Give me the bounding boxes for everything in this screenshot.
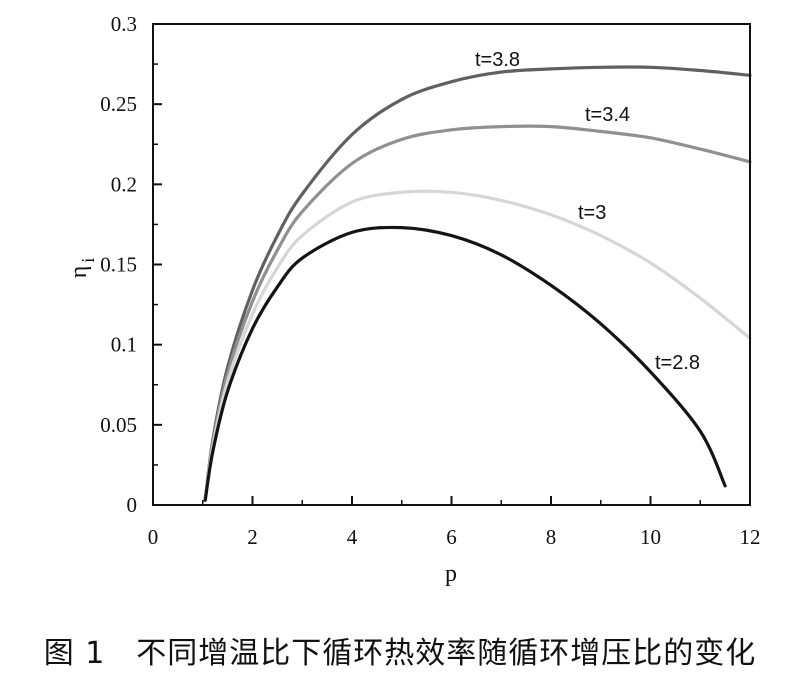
x-axis-label: p xyxy=(445,561,457,587)
x-tick-label: 6 xyxy=(446,525,457,549)
series-line xyxy=(203,124,752,502)
y-axis-label: η xyxy=(66,266,92,279)
y-tick-label: 0.3 xyxy=(111,12,137,36)
y-axis-label-subscript: i xyxy=(78,258,98,263)
x-tick-label: 12 xyxy=(740,525,761,549)
x-tick-label: 4 xyxy=(347,525,358,549)
axis-layer: 0 2 4 6 8 10 12 0 0.05 0.1 0.15 0.2 0.25 0.3 xyxy=(100,12,760,549)
figure-caption: 图 1 不同增温比下循环热效率随循环增压比的变化 xyxy=(43,636,757,671)
series-label: t=2.8 xyxy=(655,352,700,374)
series-line xyxy=(203,189,752,502)
y-tick-label: 0.1 xyxy=(111,333,137,357)
y-tick-label: 0 xyxy=(127,493,138,517)
y-axis-label-group: ηi xyxy=(66,258,98,279)
series-label: t=3.4 xyxy=(585,104,630,126)
x-tick-label: 0 xyxy=(148,525,159,549)
svg-text:ηi: ηi xyxy=(66,258,98,279)
x-tick-label: 10 xyxy=(640,525,661,549)
plot-frame xyxy=(152,23,751,506)
x-tick-label: 2 xyxy=(247,525,258,549)
chart: t=3.8 t=3.4 t=3 t=2.8 0 2 4 6 8 10 12 0 0.05 0.1 0.15… xyxy=(66,12,761,587)
y-tick-label: 0.25 xyxy=(100,92,137,116)
y-tick-label: 0.2 xyxy=(111,172,137,196)
series-layer: t=3.8 t=3.4 t=3 t=2.8 xyxy=(203,49,752,502)
series-label: t=3 xyxy=(578,202,606,224)
x-tick-label: 8 xyxy=(546,525,557,549)
y-tick-label: 0.15 xyxy=(100,253,137,277)
series-line xyxy=(203,225,727,502)
series-label: t=3.8 xyxy=(475,49,520,71)
series-line xyxy=(203,65,752,502)
y-tick-label: 0.05 xyxy=(100,413,137,437)
